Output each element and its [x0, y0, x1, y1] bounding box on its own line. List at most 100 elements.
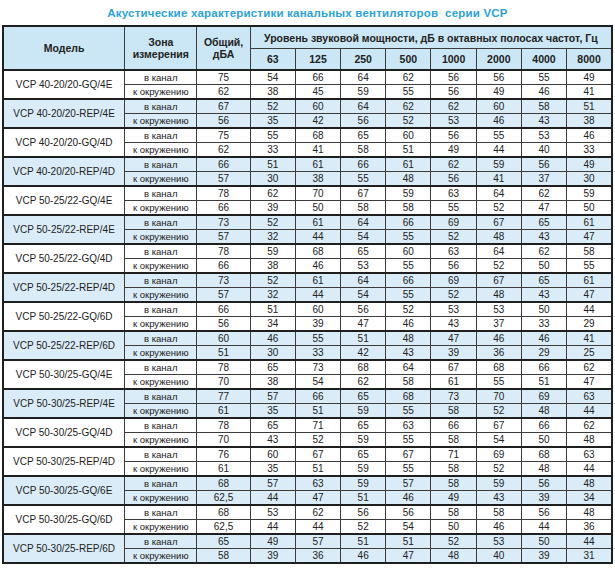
zone-cell-ambient: к окружению	[125, 520, 197, 535]
level-cell: 46	[521, 331, 566, 346]
total-cell: 78	[197, 244, 250, 259]
level-cell: 66	[295, 70, 340, 85]
level-cell: 61	[386, 157, 431, 172]
total-cell: 60	[197, 331, 250, 346]
total-cell: 58	[197, 549, 250, 564]
level-cell: 64	[341, 273, 386, 288]
level-cell: 48	[567, 505, 612, 520]
level-cell: 51	[295, 404, 340, 419]
level-cell: 31	[567, 549, 612, 564]
zone-cell-duct: в канал	[125, 331, 197, 346]
level-cell: 60	[295, 99, 340, 114]
model-cell: VCP 50-25/22-REP/4E	[3, 215, 125, 244]
level-cell: 39	[521, 549, 566, 564]
zone-cell-ambient: к окружению	[125, 172, 197, 187]
level-cell: 55	[476, 375, 521, 390]
total-cell: 57	[197, 230, 250, 245]
level-cell: 50	[521, 534, 566, 549]
level-cell: 44	[250, 491, 295, 506]
level-cell: 46	[386, 491, 431, 506]
table-row-duct: VCP 50-30/25-REP/4D в канал 76 60 67 65 …	[3, 447, 612, 462]
level-cell: 56	[431, 259, 476, 274]
total-cell: 67	[197, 99, 250, 114]
level-cell: 38	[250, 85, 295, 100]
level-cell: 46	[476, 114, 521, 129]
level-cell: 55	[431, 201, 476, 216]
level-cell: 46	[476, 520, 521, 535]
table-row-duct: VCP 50-25/22-REP/6D в канал 60 46 55 51 …	[3, 331, 612, 346]
freq-header-cell: 500	[386, 49, 431, 71]
level-cell: 48	[386, 331, 431, 346]
level-cell: 56	[431, 70, 476, 85]
level-cell: 62	[295, 505, 340, 520]
level-cell: 50	[295, 201, 340, 216]
level-cell: 61	[431, 375, 476, 390]
level-cell: 56	[386, 505, 431, 520]
level-cell: 33	[250, 143, 295, 158]
level-cell: 41	[295, 143, 340, 158]
level-cell: 40	[476, 549, 521, 564]
level-cell: 58	[431, 505, 476, 520]
level-cell: 68	[476, 360, 521, 375]
zone-cell-duct: в канал	[125, 157, 197, 172]
level-cell: 46	[386, 317, 431, 332]
level-cell: 54	[341, 288, 386, 303]
header-row-main: Модель Зона измерения Общий, дБА Уровень…	[3, 26, 612, 49]
level-cell: 59	[250, 244, 295, 259]
level-cell: 61	[567, 273, 612, 288]
level-cell: 66	[295, 389, 340, 404]
total-cell: 73	[197, 273, 250, 288]
level-cell: 34	[250, 317, 295, 332]
level-cell: 50	[521, 259, 566, 274]
level-cell: 32	[250, 230, 295, 245]
level-cell: 30	[250, 172, 295, 187]
table-row-duct: VCP 50-25/22-REP/4E в канал 73 52 61 64 …	[3, 215, 612, 230]
level-cell: 53	[250, 505, 295, 520]
level-cell: 39	[250, 201, 295, 216]
zone-cell-ambient: к окружению	[125, 404, 197, 419]
total-cell: 77	[197, 389, 250, 404]
level-cell: 44	[567, 302, 612, 317]
level-cell: 52	[250, 273, 295, 288]
level-cell: 60	[250, 447, 295, 462]
level-cell: 32	[250, 288, 295, 303]
level-cell: 59	[567, 186, 612, 201]
level-cell: 62	[386, 99, 431, 114]
level-cell: 63	[567, 389, 612, 404]
level-cell: 73	[295, 360, 340, 375]
level-cell: 55	[386, 433, 431, 448]
table-row-duct: VCP 50-25/22-GQ/6D в канал 66 51 60 56 5…	[3, 302, 612, 317]
total-cell: 76	[197, 447, 250, 462]
level-cell: 61	[295, 215, 340, 230]
level-cell: 50	[567, 201, 612, 216]
level-cell: 65	[341, 418, 386, 433]
level-cell: 64	[341, 215, 386, 230]
level-cell: 59	[341, 404, 386, 419]
total-cell: 65	[197, 534, 250, 549]
level-cell: 43	[521, 288, 566, 303]
level-cell: 53	[341, 259, 386, 274]
level-cell: 65	[250, 418, 295, 433]
level-cell: 35	[250, 462, 295, 477]
freq-header-cell: 8000	[567, 49, 612, 71]
table-row-duct: VCP 50-30/25-GQ/6D в канал 68 53 62 56 5…	[3, 505, 612, 520]
total-cell: 61	[197, 404, 250, 419]
level-cell: 44	[567, 534, 612, 549]
table-row-duct: VCP 50-25/22-REP/4D в канал 73 52 61 64 …	[3, 273, 612, 288]
level-cell: 63	[567, 447, 612, 462]
zone-cell-duct: в канал	[125, 215, 197, 230]
level-cell: 68	[521, 447, 566, 462]
model-cell: VCP 50-25/22-GQ/4E	[3, 186, 125, 215]
level-cell: 66	[386, 273, 431, 288]
model-cell: VCP 50-30/25-GQ/6E	[3, 476, 125, 505]
level-cell: 51	[341, 534, 386, 549]
level-cell: 25	[567, 346, 612, 361]
level-cell: 62	[521, 244, 566, 259]
level-cell: 48	[521, 404, 566, 419]
level-cell: 54	[341, 230, 386, 245]
level-cell: 48	[431, 549, 476, 564]
total-cell: 61	[197, 462, 250, 477]
table-row-duct: VCP 50-30/25-GQ/6E в канал 68 57 63 59 5…	[3, 476, 612, 491]
zone-cell-ambient: к окружению	[125, 433, 197, 448]
level-cell: 51	[341, 331, 386, 346]
